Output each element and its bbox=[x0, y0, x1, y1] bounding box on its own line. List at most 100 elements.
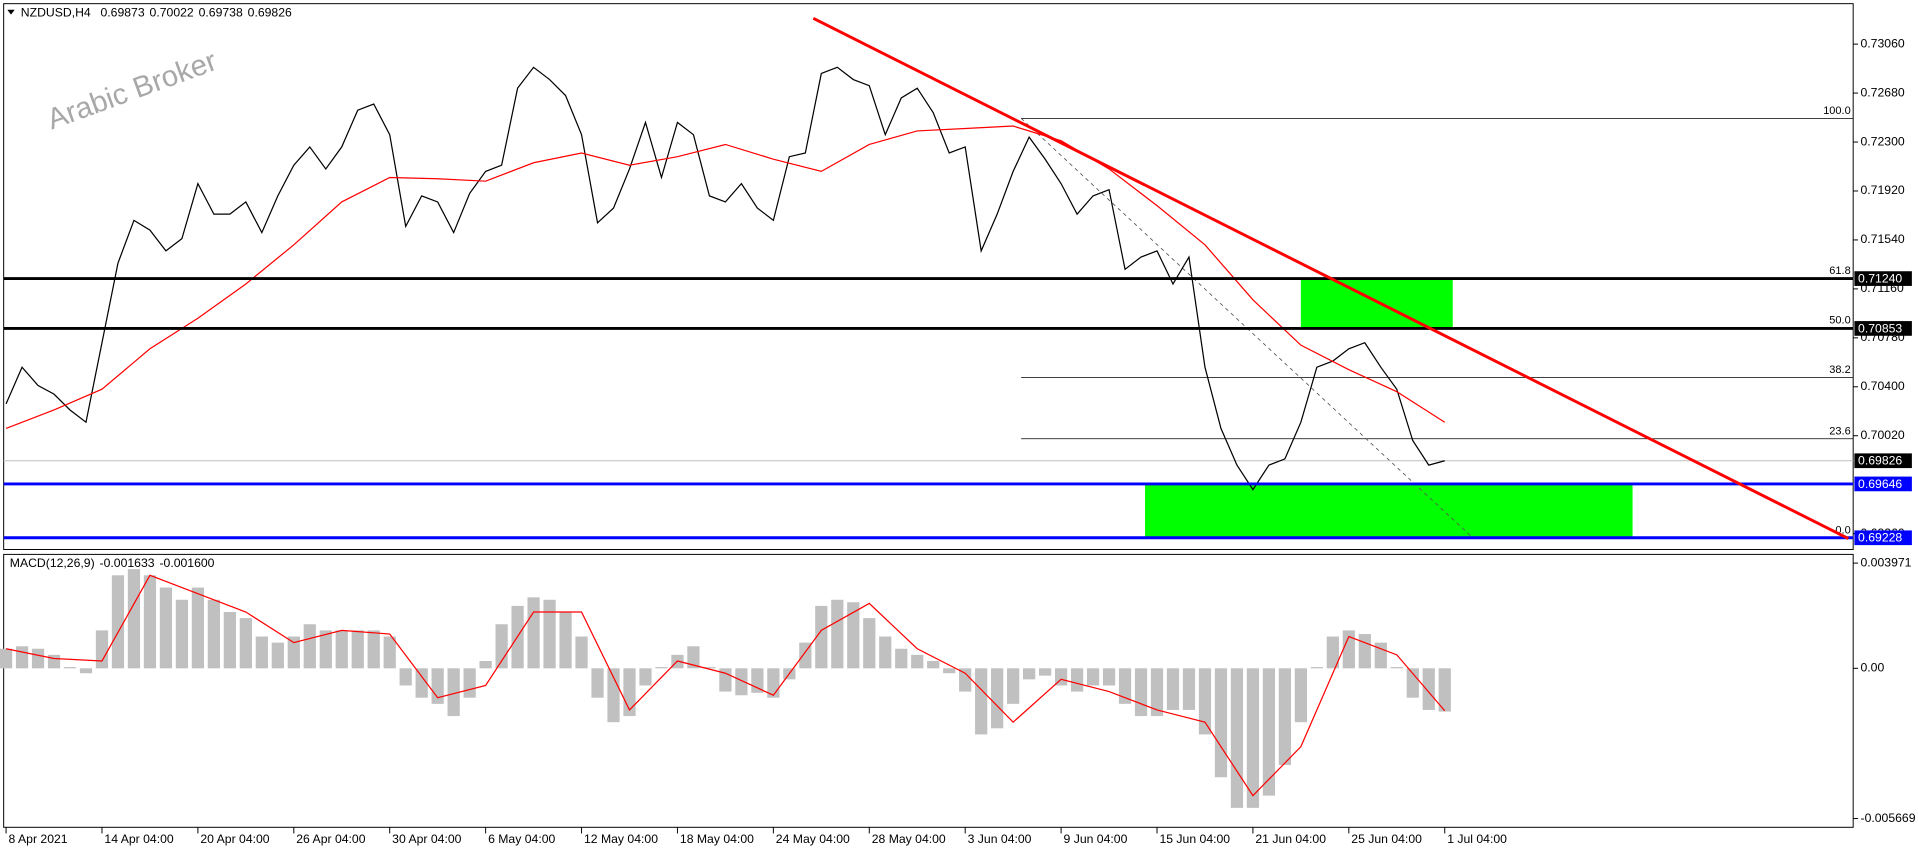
x-tick-label: 3 Jun 04:00 bbox=[968, 832, 1032, 846]
level-label: 0.69646 bbox=[1858, 477, 1902, 491]
ohlc-value: 0.69738 bbox=[199, 6, 243, 20]
x-tick-label: 6 May 04:00 bbox=[488, 832, 555, 846]
histogram-bar bbox=[1007, 668, 1020, 704]
panel-frame bbox=[3, 553, 1854, 828]
fib-label: 23.6 bbox=[1829, 425, 1850, 437]
level-label-box bbox=[1854, 321, 1912, 336]
histogram-bar bbox=[191, 587, 205, 669]
x-tick-label: 14 Apr 04:00 bbox=[104, 832, 173, 846]
histogram-bar bbox=[911, 654, 924, 669]
histogram-bar bbox=[1374, 642, 1387, 669]
x-tick-label: 18 May 04:00 bbox=[680, 832, 754, 846]
histogram-bar bbox=[351, 630, 364, 669]
histogram-bar bbox=[1438, 668, 1451, 712]
histogram-bar bbox=[1134, 668, 1148, 717]
histogram-bar bbox=[1198, 668, 1212, 735]
histogram-bar bbox=[479, 660, 492, 669]
y-tick-label: -0.005669 bbox=[1861, 811, 1916, 825]
y-tick-label: 0.003971 bbox=[1861, 555, 1912, 569]
y-tick-label: 0.00 bbox=[1861, 661, 1885, 675]
histogram-bar bbox=[991, 668, 1004, 729]
ohlc-value: 0.69826 bbox=[248, 6, 292, 20]
histogram-bar bbox=[111, 575, 125, 669]
x-tick-label: 28 May 04:00 bbox=[872, 832, 946, 846]
x-tick-label: 30 Apr 04:00 bbox=[392, 832, 461, 846]
histogram-bar bbox=[1310, 667, 1323, 669]
histogram-bar bbox=[847, 602, 860, 669]
histogram-bar bbox=[127, 569, 141, 669]
histogram-bar bbox=[319, 630, 332, 669]
histogram-bar bbox=[1406, 668, 1419, 698]
panel-title: MACD(12,26,9) bbox=[10, 556, 95, 570]
histogram-bar bbox=[703, 667, 716, 669]
level-label-box bbox=[1854, 271, 1912, 286]
fib-label: 50.0 bbox=[1829, 315, 1850, 327]
histogram-bar bbox=[399, 668, 412, 686]
x-tick-label: 20 Apr 04:00 bbox=[200, 832, 269, 846]
fib-label: 38.2 bbox=[1829, 364, 1850, 376]
histogram-bar bbox=[943, 668, 956, 674]
level-label-box bbox=[1854, 476, 1912, 492]
histogram-bar bbox=[1182, 668, 1196, 710]
series-line bbox=[5, 125, 1446, 429]
histogram-bar bbox=[63, 667, 77, 669]
y-tick-label: 0.70400 bbox=[1861, 379, 1905, 393]
x-tick-label: 24 May 04:00 bbox=[776, 832, 850, 846]
y-tick-label: 0.71920 bbox=[1861, 183, 1905, 197]
x-tick-label: 1 Jul 04:00 bbox=[1447, 832, 1507, 846]
histogram-bar bbox=[447, 668, 460, 717]
current-price-box bbox=[1854, 453, 1912, 469]
histogram-bar bbox=[863, 618, 876, 669]
y-tick-label: 0.73060 bbox=[1861, 36, 1905, 50]
panel-title: NZDUSD,H4 bbox=[21, 6, 91, 20]
histogram-bar bbox=[1214, 668, 1228, 778]
histogram-bar bbox=[415, 668, 428, 698]
panel-header: NZDUSD,H4 0.69873 0.70022 0.69738 0.69826 bbox=[21, 6, 292, 20]
x-tick-label: 8 Apr 2021 bbox=[9, 832, 68, 846]
x-tick-label: 12 May 04:00 bbox=[584, 832, 658, 846]
histogram-bar bbox=[1342, 630, 1355, 669]
x-tick-label: 26 Apr 04:00 bbox=[296, 832, 365, 846]
histogram-bar bbox=[1294, 668, 1307, 723]
histogram-bar bbox=[959, 668, 972, 692]
histogram-bar bbox=[639, 668, 652, 686]
histogram-bar bbox=[431, 668, 444, 704]
histogram-bar bbox=[831, 599, 844, 669]
histogram-bar bbox=[559, 612, 572, 669]
histogram-bar bbox=[527, 597, 540, 669]
trendline bbox=[812, 17, 1850, 540]
histogram-bar bbox=[1086, 668, 1100, 686]
histogram-bar bbox=[1023, 668, 1036, 680]
indicator-value: -0.001633 bbox=[100, 556, 155, 570]
zone bbox=[1300, 278, 1453, 329]
histogram-bar bbox=[47, 654, 61, 669]
histogram-bar bbox=[0, 648, 13, 669]
histogram-bar bbox=[1070, 668, 1084, 692]
histogram-bar bbox=[383, 636, 396, 669]
histogram-bar bbox=[159, 587, 173, 669]
histogram-bar bbox=[543, 599, 556, 669]
histogram-bar bbox=[799, 642, 812, 669]
panel-header: MACD(12,26,9) -0.001633 -0.001600 bbox=[10, 556, 215, 570]
series-line bbox=[5, 66, 1445, 491]
histogram-bar bbox=[1422, 668, 1435, 710]
y-tick-label: 0.72300 bbox=[1861, 134, 1905, 148]
series-line bbox=[5, 574, 1446, 797]
histogram-bar bbox=[143, 575, 157, 669]
histogram-bar bbox=[79, 668, 93, 674]
x-tick-label: 15 Jun 04:00 bbox=[1159, 832, 1230, 846]
histogram-bar bbox=[239, 618, 252, 669]
histogram-bar bbox=[591, 668, 604, 698]
fib-label: 61.8 bbox=[1829, 265, 1850, 277]
histogram-bar bbox=[1118, 668, 1132, 704]
histogram-bar bbox=[1054, 668, 1068, 686]
y-tick-label: 0.72680 bbox=[1861, 85, 1905, 99]
histogram-bar bbox=[655, 667, 668, 669]
histogram-bar bbox=[335, 630, 348, 669]
histogram-bar bbox=[1150, 668, 1164, 717]
level-label-box bbox=[1854, 530, 1912, 546]
histogram-bar bbox=[31, 648, 45, 669]
histogram-bar bbox=[271, 642, 284, 669]
